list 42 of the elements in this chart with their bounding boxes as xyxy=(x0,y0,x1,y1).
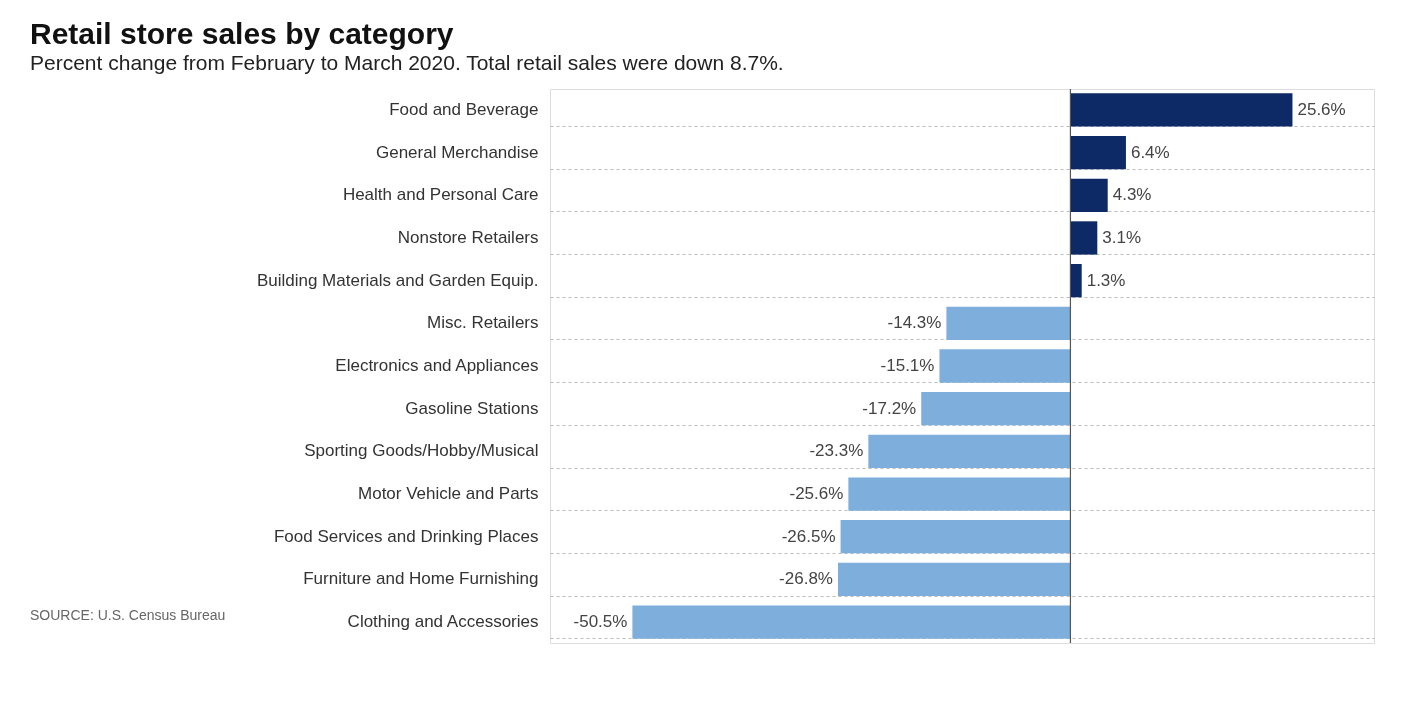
bar xyxy=(939,349,1071,383)
data-label: -14.3% xyxy=(887,313,942,333)
y-tick-label: Clothing and Accessories xyxy=(347,612,539,632)
bar xyxy=(632,605,1071,639)
data-label: 4.3% xyxy=(1112,185,1152,205)
data-label: -26.8% xyxy=(779,569,833,589)
bar xyxy=(946,306,1071,340)
y-tick-label: Electronics and Appliances xyxy=(335,356,539,375)
data-label: 1.3% xyxy=(1086,270,1126,290)
data-label: -17.2% xyxy=(862,398,917,418)
y-tick-label: Health and Personal Care xyxy=(342,185,539,205)
y-tick-label: Food and Beverage xyxy=(389,99,539,119)
bar xyxy=(1070,93,1293,127)
data-label: 25.6% xyxy=(1297,99,1346,119)
bar xyxy=(868,434,1071,469)
y-tick-label: Motor Vehicle and Parts xyxy=(358,484,539,504)
data-label: -25.6% xyxy=(789,484,844,504)
bar xyxy=(1070,178,1108,212)
y-tick-label: Sporting Goods/Hobby/Musical xyxy=(304,441,539,461)
data-label: 3.1% xyxy=(1102,227,1142,247)
y-tick-label: Misc. Retailers xyxy=(427,313,539,333)
data-label: -23.3% xyxy=(809,441,864,461)
data-label: -50.5% xyxy=(573,612,628,632)
y-tick-label: Nonstore Retailers xyxy=(397,227,539,247)
bar xyxy=(848,477,1071,511)
y-tick-label: Building Materials and Garden Equip. xyxy=(256,270,539,290)
data-label: -15.1% xyxy=(880,356,935,375)
y-tick-label: General Merchandise xyxy=(375,142,539,162)
data-label: 6.4% xyxy=(1130,142,1170,162)
y-tick-label: Furniture and Home Furnishing xyxy=(303,569,539,589)
bar xyxy=(1070,135,1126,170)
text: Retail store sales by category xyxy=(30,17,454,51)
bar xyxy=(837,562,1071,597)
y-tick-label: Gasoline Stations xyxy=(405,398,539,418)
chart-subtitle: Percent change from February to March 2020. Total retail sales were down 8.7%. xyxy=(30,51,784,75)
bar xyxy=(840,520,1071,554)
y-tick-label: Food Services and Drinking Places xyxy=(273,526,539,546)
bar xyxy=(1070,263,1082,298)
data-label: -26.5% xyxy=(781,526,836,546)
bar xyxy=(921,392,1071,426)
source-note: SOURCE: U.S. Census Bureau xyxy=(30,607,226,623)
bar xyxy=(1070,221,1098,255)
